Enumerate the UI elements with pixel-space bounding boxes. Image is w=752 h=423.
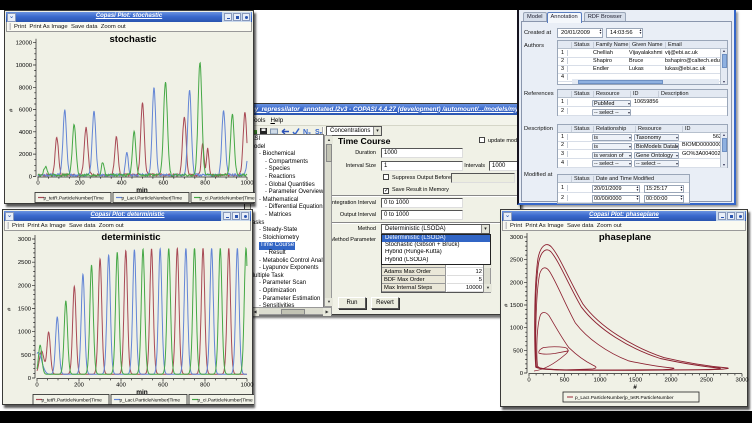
svg-text:p_cI.ParticleNumber|Time: p_cI.ParticleNumber|Time [200, 196, 256, 202]
svg-text:8000: 8000 [19, 85, 33, 91]
svg-text:p_LacI.ParticleNumber|Time: p_LacI.ParticleNumber|Time [122, 196, 183, 202]
svg-text:0: 0 [35, 383, 39, 389]
svg-text:0: 0 [29, 174, 33, 180]
svg-text:0: 0 [520, 371, 524, 377]
svg-text:2000: 2000 [19, 152, 33, 158]
svg-text:500: 500 [513, 348, 524, 354]
svg-text:0: 0 [527, 378, 531, 384]
svg-text:min: min [136, 187, 148, 194]
svg-text:p_tetR.ParticleNumber|Time: p_tetR.ParticleNumber|Time [42, 398, 103, 404]
svg-text:200: 200 [74, 383, 85, 389]
svg-text:12000: 12000 [16, 41, 33, 47]
svg-text:1000: 1000 [510, 326, 524, 332]
svg-text:500: 500 [560, 378, 571, 384]
svg-text:1500: 1500 [18, 307, 32, 313]
svg-text:400: 400 [116, 383, 127, 389]
svg-text:2000: 2000 [510, 280, 524, 286]
svg-text:0: 0 [36, 181, 40, 187]
svg-text:#: # [9, 108, 15, 112]
svg-text:10000: 10000 [16, 63, 33, 69]
svg-text:600: 600 [158, 383, 169, 389]
svg-text:p_cI.ParticleNumber|Time: p_cI.ParticleNumber|Time [198, 398, 254, 404]
svg-text:#: # [7, 307, 13, 311]
svg-text:800: 800 [200, 383, 211, 389]
svg-text:200: 200 [75, 181, 86, 187]
svg-text:p_tetR.ParticleNumber|Time: p_tetR.ParticleNumber|Time [44, 196, 105, 202]
svg-text:2500: 2500 [18, 260, 32, 266]
svg-text:1000: 1000 [18, 330, 32, 336]
svg-text:2500: 2500 [510, 258, 524, 264]
svg-text:400: 400 [117, 181, 128, 187]
svg-text:1000: 1000 [240, 181, 254, 187]
svg-text:2000: 2000 [18, 283, 32, 289]
svg-text:stochastic: stochastic [110, 34, 157, 45]
svg-text:600: 600 [158, 181, 169, 187]
svg-text:deterministic: deterministic [101, 232, 160, 243]
svg-text:0: 0 [28, 376, 32, 382]
svg-text:4000: 4000 [19, 130, 33, 136]
svg-text:p_LacI.ParticleNumber|Time: p_LacI.ParticleNumber|Time [120, 398, 181, 404]
svg-text:1000: 1000 [240, 383, 254, 389]
svg-text:3000: 3000 [510, 235, 524, 241]
svg-text:min: min [136, 389, 148, 396]
svg-text:p_LacI.ParticleNumber|p_tetR.P: p_LacI.ParticleNumber|p_tetR.ParticleNum… [575, 395, 674, 401]
svg-text:#: # [504, 303, 510, 307]
svg-text:2500: 2500 [700, 378, 714, 384]
svg-text:phaseplane: phaseplane [599, 232, 651, 243]
svg-text:2000: 2000 [664, 378, 678, 384]
svg-text:500: 500 [21, 353, 32, 359]
svg-text:3000: 3000 [18, 237, 32, 243]
svg-text:6000: 6000 [19, 108, 33, 114]
svg-text:3000: 3000 [735, 378, 749, 384]
svg-text:1000: 1000 [593, 378, 607, 384]
svg-text:800: 800 [200, 181, 211, 187]
svg-text:#: # [633, 384, 637, 391]
svg-text:1500: 1500 [510, 303, 524, 309]
svg-text:1500: 1500 [629, 378, 643, 384]
